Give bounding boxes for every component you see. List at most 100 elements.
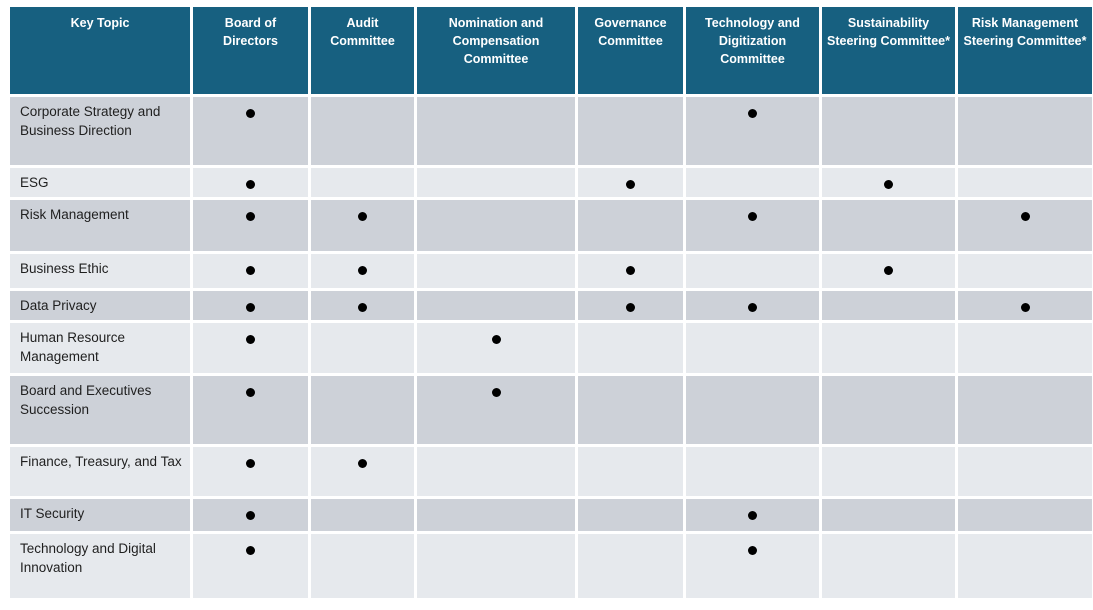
matrix-cell-governance-committee: [578, 447, 683, 497]
bullet-dot: [246, 511, 255, 521]
matrix-cell-audit-committee: [311, 291, 414, 321]
matrix-cell-technology-and-digitization-committee: [686, 534, 819, 599]
matrix-cell-sustainability-steering-committee: [822, 97, 955, 165]
bullet-dot: [748, 511, 757, 521]
table-row: Technology and Digital Innovation: [10, 534, 1092, 599]
table-row: Finance, Treasury, and Tax: [10, 447, 1092, 497]
column-header-key-topic: Key Topic: [10, 7, 190, 94]
matrix-cell-technology-and-digitization-committee: [686, 254, 819, 289]
column-header-board-of-directors: Board of Directors: [193, 7, 308, 94]
row-topic-label: Finance, Treasury, and Tax: [10, 447, 190, 497]
bullet-dot: [358, 212, 367, 222]
matrix-cell-audit-committee: [311, 323, 414, 374]
matrix-cell-nomination-and-compensation-committee: [417, 254, 575, 289]
matrix-cell-risk-management-steering-committee: [958, 499, 1092, 532]
matrix-cell-board-of-directors: [193, 200, 308, 252]
row-topic-label: Technology and Digital Innovation: [10, 534, 190, 599]
matrix-cell-sustainability-steering-committee: [822, 254, 955, 289]
bullet-dot: [358, 266, 367, 276]
matrix-cell-board-of-directors: [193, 323, 308, 374]
matrix-cell-board-of-directors: [193, 97, 308, 165]
bullet-dot: [626, 303, 635, 313]
table-row: IT Security: [10, 499, 1092, 532]
bullet-dot: [246, 546, 255, 556]
committee-responsibility-matrix: Key Topic Board of Directors Audit Committ…: [7, 4, 1093, 601]
bullet-dot: [246, 303, 255, 313]
matrix-cell-nomination-and-compensation-committee: [417, 499, 575, 532]
matrix-cell-risk-management-steering-committee: [958, 534, 1092, 599]
bullet-dot: [748, 546, 757, 556]
matrix-cell-risk-management-steering-committee: [958, 254, 1092, 289]
matrix-cell-risk-management-steering-committee: [958, 291, 1092, 321]
row-topic-label: IT Security: [10, 499, 190, 532]
matrix-cell-technology-and-digitization-committee: [686, 168, 819, 198]
table-body: Corporate Strategy and Business Directio…: [10, 97, 1092, 599]
matrix-cell-governance-committee: [578, 168, 683, 198]
bullet-dot: [748, 303, 757, 313]
matrix-cell-technology-and-digitization-committee: [686, 499, 819, 532]
matrix-cell-audit-committee: [311, 97, 414, 165]
matrix-cell-governance-committee: [578, 376, 683, 445]
row-topic-label: Board and Executives Succession: [10, 376, 190, 445]
bullet-dot: [246, 388, 255, 398]
bullet-dot: [246, 109, 255, 118]
matrix-cell-risk-management-steering-committee: [958, 168, 1092, 198]
matrix-cell-audit-committee: [311, 168, 414, 198]
column-header-risk-management-steering-committee: Risk Management Steering Committee*: [958, 7, 1092, 94]
bullet-dot: [1020, 212, 1030, 222]
matrix-cell-risk-management-steering-committee: [958, 376, 1092, 445]
matrix-cell-governance-committee: [578, 323, 683, 374]
row-topic-label: Corporate Strategy and Business Directio…: [10, 97, 190, 165]
table-row: Human Resource Management: [10, 323, 1092, 374]
matrix-cell-board-of-directors: [193, 376, 308, 445]
matrix-cell-board-of-directors: [193, 291, 308, 321]
table-row: Board and Executives Succession: [10, 376, 1092, 445]
matrix-cell-nomination-and-compensation-committee: [417, 168, 575, 198]
row-topic-label: Data Privacy: [10, 291, 190, 321]
table-header: Key Topic Board of Directors Audit Committ…: [10, 7, 1092, 94]
matrix-cell-audit-committee: [311, 376, 414, 445]
matrix-cell-audit-committee: [311, 499, 414, 532]
row-topic-label: Human Resource Management: [10, 323, 190, 374]
table-row: Risk Management: [10, 200, 1092, 252]
matrix-cell-audit-committee: [311, 200, 414, 252]
matrix-cell-audit-committee: [311, 534, 414, 599]
matrix-cell-technology-and-digitization-committee: [686, 323, 819, 374]
row-topic-label: Risk Management: [10, 200, 190, 252]
bullet-dot: [491, 388, 501, 398]
matrix-cell-governance-committee: [578, 200, 683, 252]
matrix-cell-sustainability-steering-committee: [822, 499, 955, 532]
table-row: ESG: [10, 168, 1092, 198]
matrix-cell-board-of-directors: [193, 534, 308, 599]
matrix-cell-technology-and-digitization-committee: [686, 200, 819, 252]
matrix-cell-sustainability-steering-committee: [822, 200, 955, 252]
bullet-dot: [884, 180, 893, 189]
matrix-cell-audit-committee: [311, 447, 414, 497]
table-row: Business Ethic: [10, 254, 1092, 289]
matrix-cell-nomination-and-compensation-committee: [417, 447, 575, 497]
bullet-dot: [626, 266, 635, 276]
matrix-cell-sustainability-steering-committee: [822, 291, 955, 321]
row-topic-label: Business Ethic: [10, 254, 190, 289]
matrix-cell-sustainability-steering-committee: [822, 534, 955, 599]
matrix-cell-risk-management-steering-committee: [958, 97, 1092, 165]
column-header-audit-committee: Audit Committee: [311, 7, 414, 94]
column-header-governance-committee: Governance Committee: [578, 7, 683, 94]
matrix-cell-nomination-and-compensation-committee: [417, 97, 575, 165]
matrix-cell-governance-committee: [578, 534, 683, 599]
matrix-cell-sustainability-steering-committee: [822, 323, 955, 374]
bullet-dot: [358, 303, 367, 313]
column-header-nomination-and-compensation-committee: Nomination and Compensation Committee: [417, 7, 575, 94]
matrix-cell-technology-and-digitization-committee: [686, 97, 819, 165]
column-header-sustainability-steering-committee: Sustainability Steering Committee*: [822, 7, 955, 94]
bullet-dot: [884, 266, 893, 276]
matrix-cell-governance-committee: [578, 254, 683, 289]
matrix-cell-technology-and-digitization-committee: [686, 291, 819, 321]
matrix-cell-nomination-and-compensation-committee: [417, 323, 575, 374]
bullet-dot: [246, 335, 255, 345]
matrix-cell-risk-management-steering-committee: [958, 447, 1092, 497]
matrix-cell-audit-committee: [311, 254, 414, 289]
matrix-cell-governance-committee: [578, 97, 683, 165]
matrix-cell-nomination-and-compensation-committee: [417, 534, 575, 599]
